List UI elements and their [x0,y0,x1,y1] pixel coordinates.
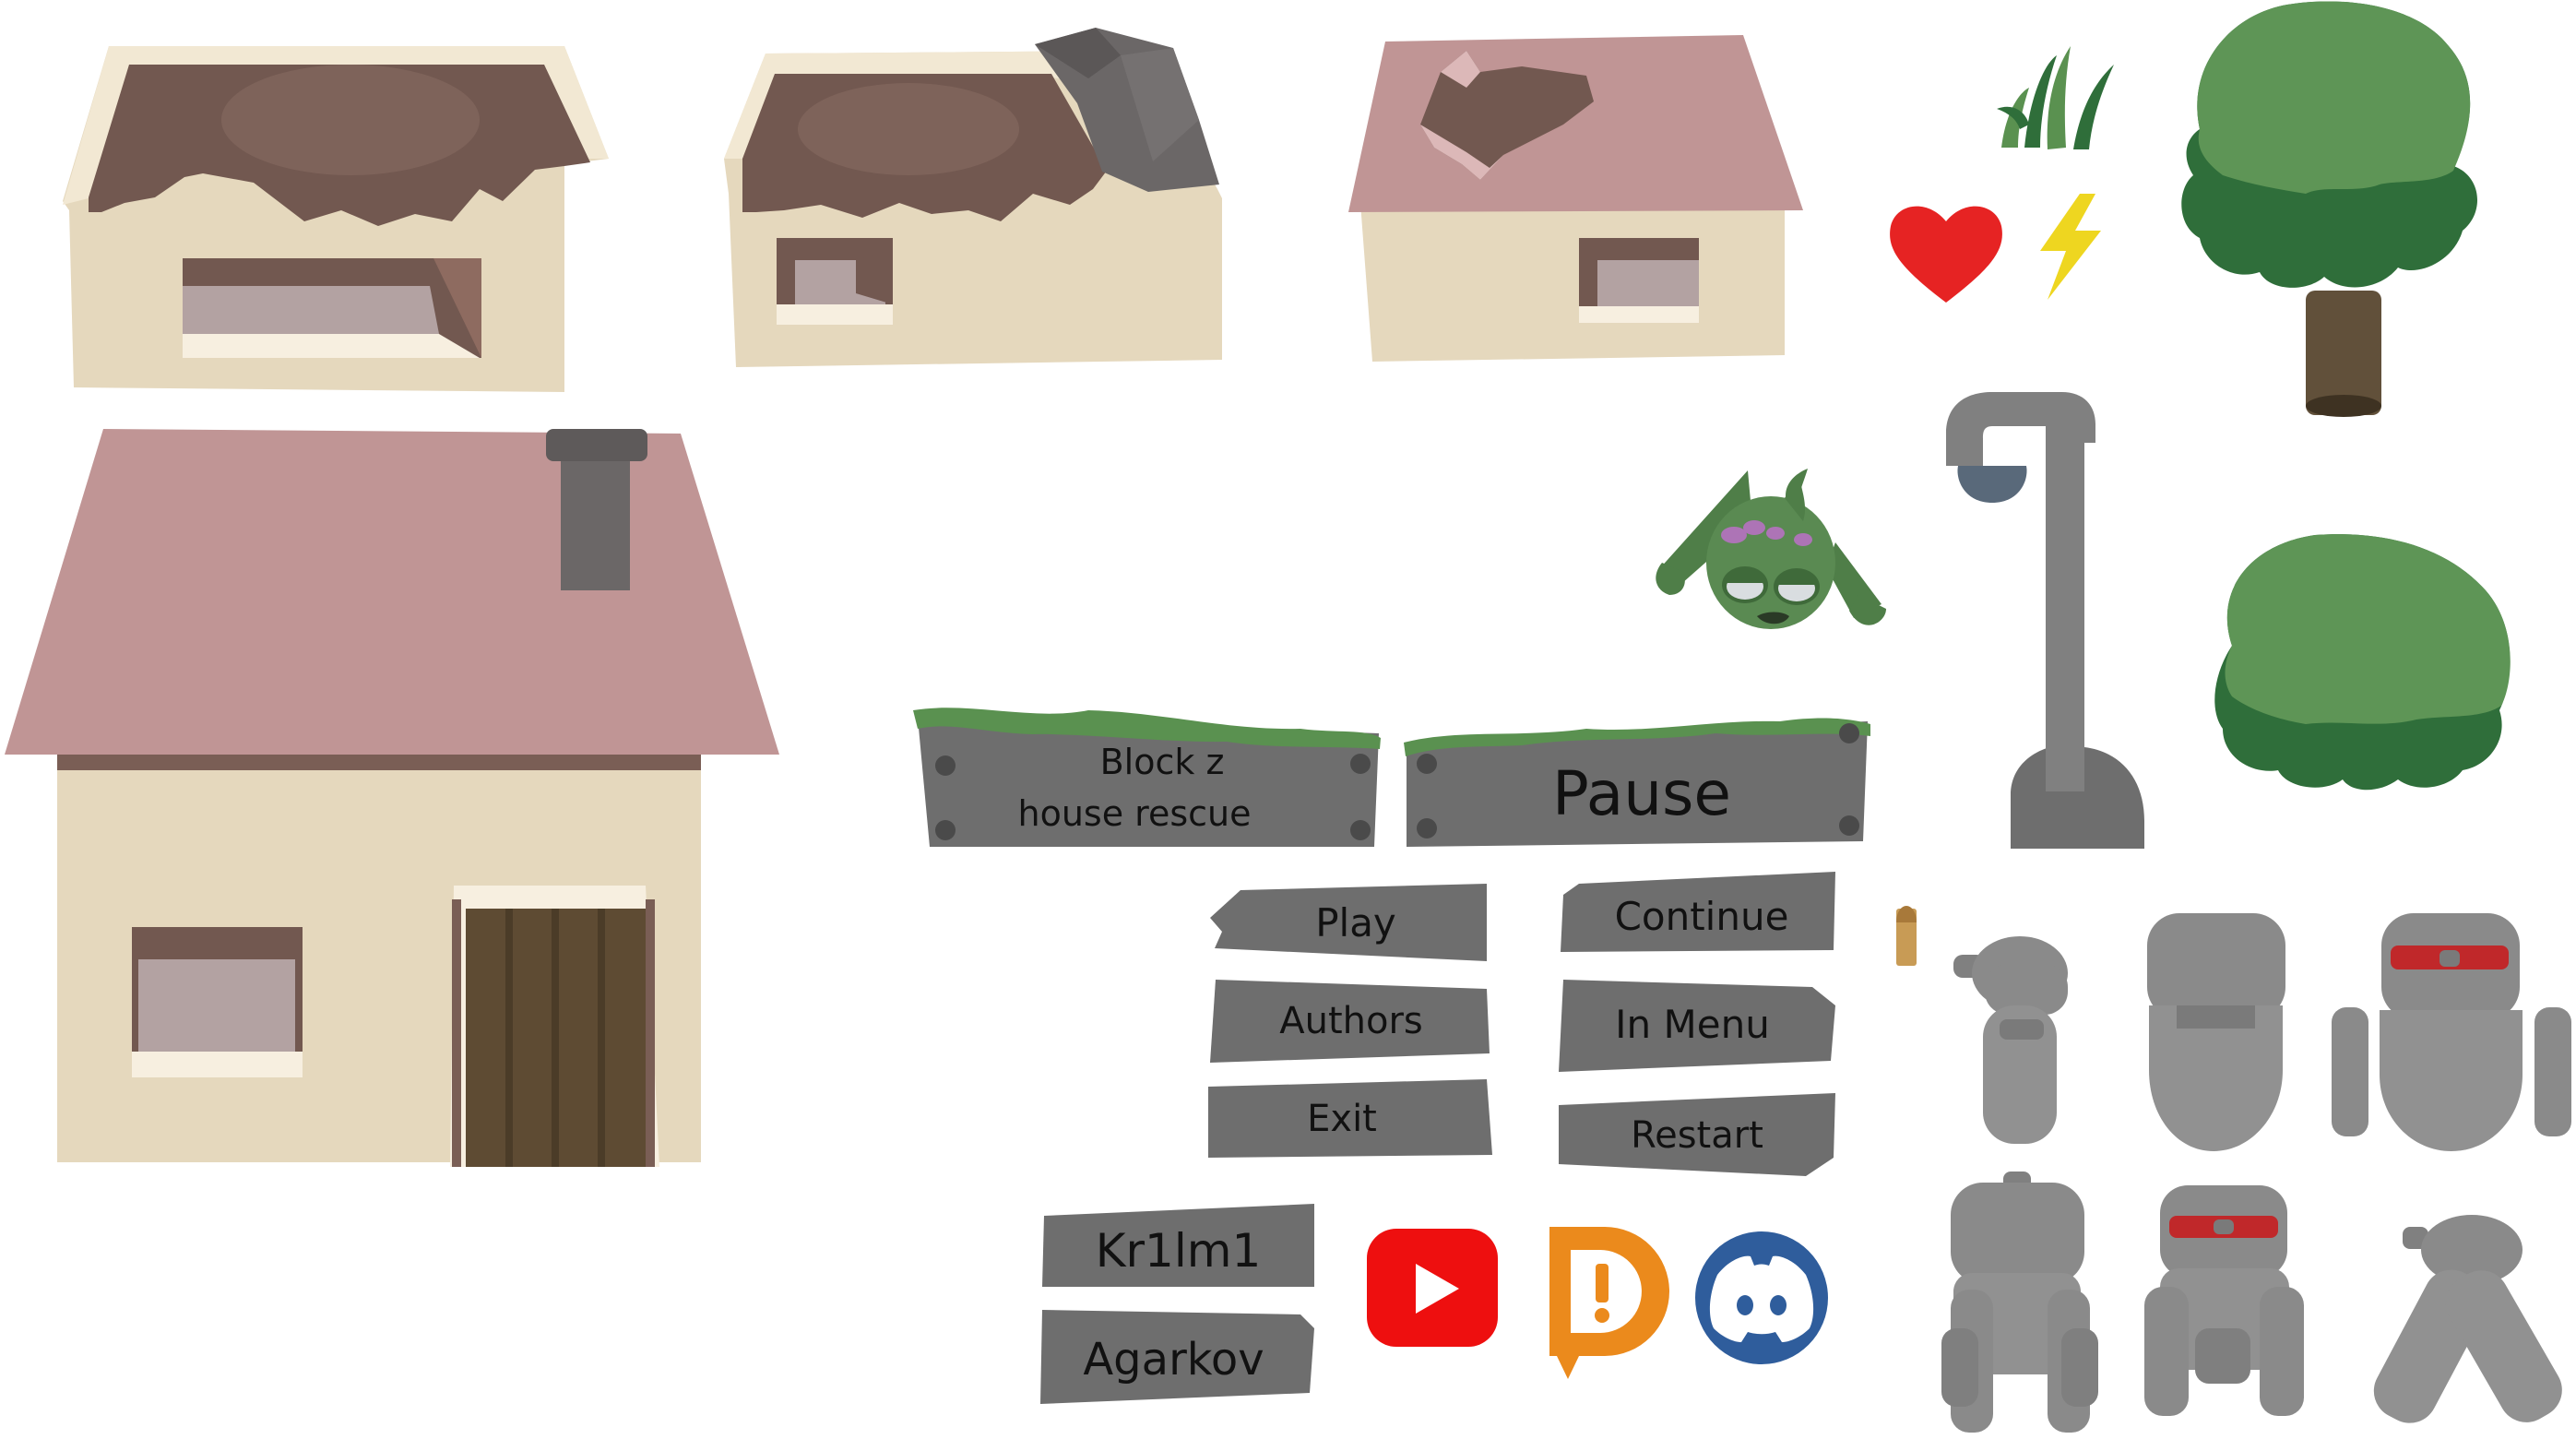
discord-icon [1695,1231,1828,1364]
youtube-icon [1367,1229,1498,1347]
ruined-house-rock [724,28,1222,367]
robot-back-view [2147,913,2285,1151]
author-agarkov-button[interactable]: Agarkov [1083,1334,1264,1386]
tree-tall [2181,1,2478,417]
bush [2214,534,2511,791]
robot-front-view [2332,913,2571,1151]
author-kr1lm1-button[interactable]: Kr1lm1 [1095,1223,1262,1278]
house-large [5,429,779,1167]
authors-button[interactable]: Authors [1279,1000,1423,1042]
ruined-house-large [63,46,609,392]
street-lamp [1946,392,2144,849]
title-line-2: house rescue [1017,793,1252,834]
robot-sitting-back [1941,1172,2098,1433]
heart-icon [1890,206,2002,303]
play-button[interactable]: Play [1315,899,1396,946]
restart-button[interactable]: Restart [1631,1114,1763,1157]
lightning-icon [2040,194,2101,300]
exit-button[interactable]: Exit [1307,1098,1377,1140]
pause-sign [1404,718,1870,847]
grass-icon [1997,46,2114,149]
menu-buttons [1040,872,1835,1404]
house-roof-hole [1348,35,1803,362]
in-menu-button[interactable]: In Menu [1615,1001,1770,1047]
continue-button[interactable]: Continue [1614,893,1789,939]
robot-sitting-front [2144,1185,2304,1416]
title-line-1: Block z [1099,742,1225,782]
zombie-character [1656,469,1886,629]
bullet-icon [1896,906,1917,966]
title-sign [913,708,1381,847]
robot-walking-legs [2373,1215,2562,1423]
donationalerts-icon [1549,1227,1669,1379]
pause-title: Pause [1551,757,1732,829]
robot-side-view [1953,936,2068,1144]
